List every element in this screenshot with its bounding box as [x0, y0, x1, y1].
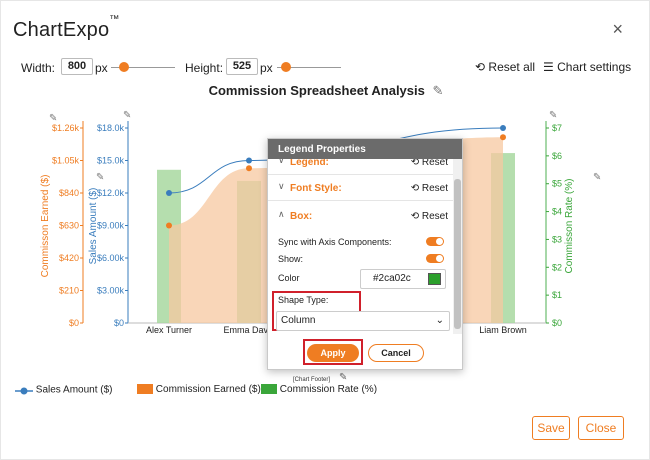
- area-swatch-icon: [137, 384, 153, 395]
- commission-point: [166, 222, 172, 229]
- commission-axis-tick-label: $1.26k: [52, 123, 80, 133]
- sales-axis-tick-label: $12.0k: [97, 188, 125, 198]
- rate-axis-tick-label: $7: [552, 123, 562, 133]
- scrollbar-thumb[interactable]: [454, 179, 461, 329]
- apply-button[interactable]: Apply: [307, 344, 359, 362]
- close-button[interactable]: Close: [578, 416, 624, 440]
- reset-all-button[interactable]: ⟲ Reset all: [475, 60, 536, 74]
- commission-point: [500, 134, 506, 141]
- axis-edit-pencil-icon[interactable]: ✎: [123, 110, 131, 121]
- sales-axis-tick-label: $0: [114, 318, 124, 328]
- close-icon[interactable]: ×: [612, 19, 623, 39]
- rate-axis-tick-label: $0: [552, 318, 562, 328]
- rate-axis-tick-label: $2: [552, 262, 562, 272]
- shape-type-select[interactable]: Column ⌄: [276, 311, 450, 331]
- axis-edit-pencil-icon[interactable]: ✎: [96, 172, 104, 183]
- commission-axis-tick-label: $630: [59, 221, 79, 231]
- chart-settings-button[interactable]: ☰ Chart settings: [543, 60, 632, 74]
- sales-axis-tick-label: $18.0k: [97, 123, 125, 133]
- dialog-body: ∨ Legend: ⟲ Reset ∨ Font Style: ⟲ Reset …: [268, 159, 454, 334]
- sliders-icon: ☰: [543, 60, 554, 74]
- save-button[interactable]: Save: [532, 416, 570, 440]
- chevron-down-icon: ⌄: [435, 315, 444, 326]
- commission-axis-tick-label: $1.05k: [52, 156, 80, 166]
- section-font-style[interactable]: ∨ Font Style: ⟲ Reset: [268, 175, 454, 201]
- line-marker-icon: [15, 387, 33, 395]
- rate-axis-tick-label: $1: [552, 290, 562, 300]
- reset-legend-button[interactable]: ⟲ Reset: [410, 159, 448, 168]
- size-toolbar: Width: 800 px Height: 525 px ⟲ Reset all…: [1, 57, 650, 79]
- sales-point: [166, 190, 172, 196]
- legend-properties-dialog: Legend Properties ∨ Legend: ⟲ Reset ∨ Fo…: [267, 138, 463, 370]
- axis-edit-pencil-icon[interactable]: ✎: [593, 172, 601, 183]
- legend-item-sales[interactable]: Sales Amount ($): [15, 384, 113, 396]
- color-input[interactable]: #2ca02c: [360, 269, 446, 289]
- width-input[interactable]: 800: [61, 58, 93, 75]
- apply-highlight: [303, 339, 363, 365]
- commission-axis-tick-label: $0: [69, 318, 79, 328]
- rate-axis-tick-label: $5: [552, 179, 562, 189]
- section-box[interactable]: ∧ Box: ⟲ Reset: [278, 209, 448, 222]
- sales-point: [246, 157, 252, 164]
- rate-axis-tick-label: $6: [552, 151, 562, 161]
- category-label: Alex Turner: [146, 325, 192, 335]
- dialog-title: Legend Properties: [268, 139, 462, 159]
- height-slider-track[interactable]: [277, 67, 341, 68]
- color-swatch[interactable]: [428, 273, 441, 285]
- legend-item-rate[interactable]: Commission Rate (%): [261, 384, 377, 395]
- height-input[interactable]: 525: [226, 58, 258, 75]
- commission-point: [246, 165, 252, 172]
- width-unit: px: [95, 61, 108, 75]
- edit-pencil-icon[interactable]: ✎: [432, 83, 444, 98]
- reset-box-button[interactable]: ⟲ Reset: [410, 211, 448, 222]
- width-label: Width:: [21, 61, 56, 75]
- section-legend[interactable]: ∨ Legend: ⟲ Reset: [268, 159, 454, 175]
- chevron-up-icon: ∧: [278, 209, 285, 219]
- chevron-down-icon: ∨: [278, 181, 285, 191]
- height-slider-handle[interactable]: [281, 62, 291, 72]
- reset-font-style-button[interactable]: ⟲ Reset: [410, 183, 448, 194]
- sales-axis-title: Sales Amount ($): [88, 188, 99, 265]
- commission-axis-tick-label: $840: [59, 188, 79, 198]
- dialog-scrollbar[interactable]: [453, 159, 462, 334]
- category-label: Liam Brown: [479, 325, 527, 335]
- legend-item-commission[interactable]: Commission Earned ($): [137, 384, 261, 395]
- chart-footer[interactable]: [Chart Footer]: [293, 377, 331, 383]
- reset-icon: ⟲: [475, 60, 486, 74]
- brand-title: ChartExpo™: [13, 14, 120, 41]
- show-toggle[interactable]: [426, 254, 444, 263]
- sync-axis-label: Sync with Axis Components:: [278, 237, 392, 247]
- cancel-button[interactable]: Cancel: [368, 344, 424, 362]
- show-label: Show:: [278, 254, 304, 264]
- height-unit: px: [260, 61, 273, 75]
- width-slider-track[interactable]: [111, 67, 175, 68]
- height-label: Height:: [185, 61, 224, 75]
- rate-axis-title: Commisson Rate (%): [564, 178, 575, 273]
- shape-type-label: Shape Type:: [278, 295, 329, 305]
- column-swatch-icon: [261, 384, 277, 395]
- category-label: Emma Davis: [223, 325, 275, 335]
- sales-axis-tick-label: $3.00k: [97, 286, 125, 296]
- commission-axis-title: Commisson Earned ($): [40, 175, 51, 278]
- axis-edit-pencil-icon[interactable]: ✎: [49, 113, 57, 124]
- sales-axis-tick-label: $9.00k: [97, 221, 125, 231]
- sales-point: [500, 125, 506, 131]
- rate-axis-tick-label: $3: [552, 234, 562, 244]
- chevron-down-icon: ∨: [278, 159, 285, 165]
- rate-axis-tick-label: $4: [552, 207, 562, 217]
- footer-edit-pencil-icon[interactable]: ✎: [339, 372, 348, 383]
- commission-axis-tick-label: $210: [59, 286, 79, 296]
- sync-axis-toggle[interactable]: [426, 237, 444, 246]
- commission-axis-tick-label: $420: [59, 253, 79, 263]
- chart-title[interactable]: Commission Spreadsheet Analysis ✎: [208, 83, 444, 98]
- sales-axis-tick-label: $6.00k: [97, 253, 125, 263]
- sales-axis-tick-label: $15.0k: [97, 156, 125, 166]
- axis-edit-pencil-icon[interactable]: ✎: [549, 110, 557, 121]
- color-label: Color: [278, 273, 300, 283]
- width-slider-handle[interactable]: [119, 62, 129, 72]
